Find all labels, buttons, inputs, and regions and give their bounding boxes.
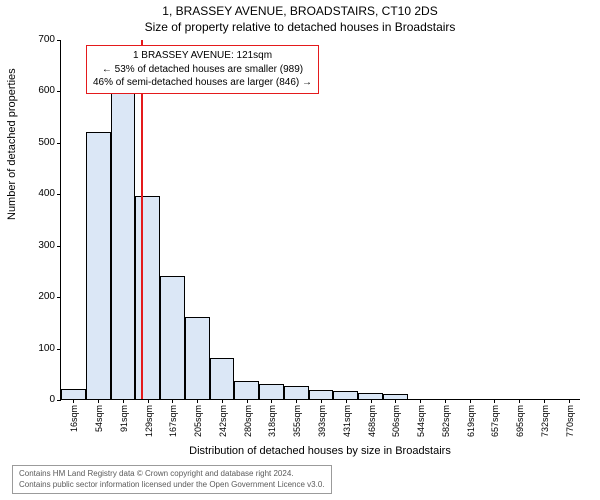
x-tick-label: 544sqm [416,405,426,437]
y-tick-mark [57,349,61,350]
y-tick-label: 200 [27,292,61,302]
annotation-box: 1 BRASSEY AVENUE: 121sqm ← 53% of detach… [86,45,319,94]
x-tick-label: 91sqm [119,405,129,432]
x-tick-label: 657sqm [490,405,500,437]
y-axis-label: Number of detached properties [6,68,18,220]
x-tick-label: 318sqm [267,405,277,437]
x-tick-label: 468sqm [367,405,377,437]
x-tick-mark [494,399,495,403]
x-tick-mark [445,399,446,403]
y-tick-mark [57,297,61,298]
x-tick-mark [123,399,124,403]
histogram-bar [185,317,210,399]
histogram-bar [284,386,309,399]
x-tick-mark [222,399,223,403]
y-tick-label: 700 [27,35,61,45]
x-tick-label: 167sqm [168,405,178,437]
x-tick-mark [197,399,198,403]
x-tick-mark [296,399,297,403]
y-tick-label: 500 [27,138,61,148]
y-tick-mark [57,143,61,144]
x-tick-label: 732sqm [540,405,550,437]
footer-line-2: Contains public sector information licen… [19,480,325,490]
x-tick-mark [73,399,74,403]
y-tick-label: 600 [27,86,61,96]
chart-title-line1: 1, BRASSEY AVENUE, BROADSTAIRS, CT10 2DS [0,4,600,18]
histogram-bar [309,390,334,399]
histogram-bar [160,276,185,399]
x-tick-mark [569,399,570,403]
x-tick-mark [148,399,149,403]
histogram-bar [234,381,259,399]
y-tick-mark [57,40,61,41]
x-tick-label: 770sqm [565,405,575,437]
x-tick-label: 355sqm [292,405,302,437]
x-tick-label: 506sqm [391,405,401,437]
x-axis-label: Distribution of detached houses by size … [60,445,580,457]
x-tick-mark [371,399,372,403]
histogram-bar [86,132,111,399]
plot-area: 010020030040050060070016sqm54sqm91sqm129… [60,40,580,400]
y-tick-mark [57,246,61,247]
y-tick-mark [57,194,61,195]
x-tick-label: 582sqm [441,405,451,437]
x-tick-label: 280sqm [243,405,253,437]
chart-title-line2: Size of property relative to detached ho… [0,20,600,34]
x-tick-label: 393sqm [317,405,327,437]
x-tick-mark [470,399,471,403]
x-tick-label: 129sqm [144,405,154,437]
annotation-line-3: 46% of semi-detached houses are larger (… [93,76,312,90]
reference-line [141,40,143,399]
x-tick-mark [544,399,545,403]
histogram-bar [111,70,136,399]
x-tick-label: 619sqm [466,405,476,437]
histogram-bar [210,358,235,399]
histogram-bar [259,384,284,399]
y-tick-mark [57,91,61,92]
x-tick-mark [271,399,272,403]
histogram-bar [333,391,358,399]
x-tick-label: 205sqm [193,405,203,437]
x-tick-mark [395,399,396,403]
x-tick-mark [98,399,99,403]
x-tick-mark [420,399,421,403]
y-tick-label: 0 [27,395,61,405]
x-tick-mark [172,399,173,403]
annotation-line-2: ← 53% of detached houses are smaller (98… [93,63,312,77]
y-tick-label: 100 [27,344,61,354]
x-tick-label: 16sqm [69,405,79,432]
y-tick-mark [57,400,61,401]
y-tick-label: 400 [27,189,61,199]
x-tick-label: 54sqm [94,405,104,432]
footer-attribution: Contains HM Land Registry data © Crown c… [12,465,332,494]
x-tick-mark [247,399,248,403]
x-tick-label: 242sqm [218,405,228,437]
y-tick-label: 300 [27,241,61,251]
x-tick-mark [321,399,322,403]
x-tick-mark [346,399,347,403]
histogram-bar [61,389,86,399]
annotation-line-1: 1 BRASSEY AVENUE: 121sqm [93,49,312,63]
x-tick-label: 695sqm [515,405,525,437]
x-tick-label: 431sqm [342,405,352,437]
footer-line-1: Contains HM Land Registry data © Crown c… [19,469,325,479]
histogram-bar [135,196,160,399]
x-tick-mark [519,399,520,403]
